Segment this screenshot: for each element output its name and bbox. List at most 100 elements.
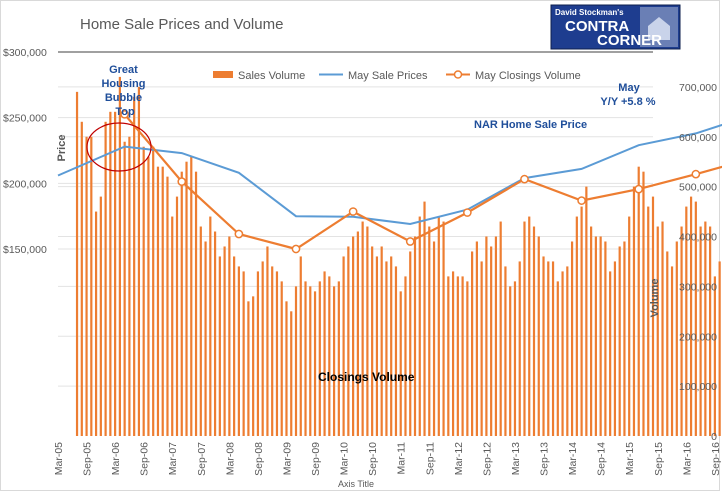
sales-volume-bar bbox=[523, 221, 526, 436]
left-tick-label: $250,000 bbox=[3, 113, 47, 125]
right-tick-label: 700,000 bbox=[679, 82, 717, 94]
may-closings-volume-point bbox=[634, 184, 644, 194]
sales-volume-bar bbox=[637, 166, 640, 437]
sales-volume-bar bbox=[547, 261, 550, 436]
sales-volume-bar bbox=[599, 236, 602, 436]
sales-volume-bar bbox=[194, 171, 198, 436]
sales-volume-bar bbox=[356, 231, 359, 436]
x-tick-label: Mar-05 bbox=[53, 442, 65, 475]
sales-volume-bar bbox=[480, 261, 483, 436]
sales-volume-bar bbox=[504, 266, 507, 436]
sales-volume-bar bbox=[99, 196, 102, 436]
sales-volume-bar bbox=[656, 226, 659, 436]
sales-volume-bar bbox=[204, 241, 207, 436]
sales-volume-bar bbox=[390, 256, 393, 436]
sales-volume-bar bbox=[532, 226, 536, 436]
sales-volume-bar bbox=[509, 286, 512, 436]
right-tick-label: 300,000 bbox=[679, 281, 717, 293]
sales-volume-bar bbox=[694, 201, 697, 436]
legend-label-may-closings-volume: May Closings Volume bbox=[475, 70, 581, 82]
sales-volume-bar bbox=[380, 246, 383, 436]
x-tick-label: Mar-08 bbox=[224, 442, 236, 475]
sales-volume-bar bbox=[604, 241, 607, 436]
x-tick-label: Mar-14 bbox=[567, 442, 579, 475]
sales-volume-bar bbox=[309, 286, 312, 436]
sales-volume-bar bbox=[432, 241, 436, 436]
sales-volume-bar bbox=[628, 216, 631, 436]
legend: Sales Volume May Sale Prices May Closing… bbox=[213, 70, 581, 82]
may-closings-volume-point bbox=[177, 177, 187, 186]
sales-volume-bar bbox=[223, 246, 226, 436]
sales-volume-bar bbox=[613, 261, 617, 436]
sales-volume-bar bbox=[304, 281, 307, 436]
x-tick-label: Sep-16 bbox=[710, 442, 722, 476]
x-tick-label: Sep-14 bbox=[596, 442, 608, 476]
logo-byline: David Stockman's bbox=[555, 8, 624, 17]
sales-volume-bar bbox=[513, 281, 517, 436]
sales-volume-bar bbox=[709, 226, 712, 436]
left-tick-label: $300,000 bbox=[3, 47, 47, 59]
logo-line1: CONTRA bbox=[565, 18, 629, 35]
sales-volume-bar bbox=[90, 136, 93, 436]
sales-volume-bar bbox=[318, 281, 321, 436]
sales-volume-bar bbox=[104, 121, 107, 436]
sales-volume-bar bbox=[323, 271, 326, 436]
sales-volume-bar bbox=[142, 146, 145, 436]
left-tick-label: $150,000 bbox=[3, 244, 47, 256]
sales-volume-bars bbox=[75, 76, 721, 437]
sales-volume-bar bbox=[147, 156, 150, 436]
sales-volume-bar bbox=[237, 266, 240, 436]
may-sale-prices-line bbox=[57, 123, 722, 226]
sales-volume-bar bbox=[85, 136, 88, 436]
may-closings-volume-line bbox=[123, 113, 722, 251]
sales-volume-bar bbox=[428, 226, 431, 436]
may-closings-volume-point bbox=[120, 109, 129, 119]
sales-volume-bar bbox=[466, 281, 469, 436]
legend-swatch-sales-volume bbox=[213, 71, 233, 78]
x-tick-label: Mar-16 bbox=[681, 442, 693, 475]
sales-volume-bar bbox=[437, 216, 440, 436]
sales-volume-bar bbox=[352, 236, 355, 436]
sales-volume-bar bbox=[275, 271, 279, 436]
sales-volume-bar bbox=[228, 236, 231, 436]
sales-volume-bar bbox=[594, 236, 597, 436]
x-tick-label: Mar-13 bbox=[510, 442, 522, 475]
sales-volume-bar bbox=[328, 276, 331, 436]
sales-volume-bar bbox=[371, 246, 374, 436]
sales-volume-bar bbox=[566, 266, 569, 436]
sales-volume-bar bbox=[171, 216, 174, 436]
x-tick-label: Mar-07 bbox=[167, 442, 179, 475]
x-tick-label: Mar-09 bbox=[282, 442, 294, 475]
right-tick-label: 100,000 bbox=[679, 381, 717, 393]
sales-volume-bar bbox=[114, 111, 117, 436]
sales-volume-bar bbox=[471, 251, 474, 436]
sales-volume-bar bbox=[418, 216, 421, 436]
sales-volume-bar bbox=[585, 186, 588, 436]
sales-volume-bar bbox=[161, 166, 164, 437]
sales-volume-bar bbox=[423, 201, 426, 436]
bubble-top-annotation: Great Housing Bubble Top bbox=[101, 64, 148, 118]
chart-title: Home Sale Prices and Volume bbox=[80, 16, 283, 33]
sales-volume-bar bbox=[152, 146, 155, 436]
sales-volume-bar bbox=[689, 196, 693, 436]
x-axis-ticks: Mar-05 Sep-05 Mar-06 Sep-06 Mar-07 Sep-07 Mar-… bbox=[53, 442, 722, 476]
may-closings-volume-point bbox=[348, 207, 358, 216]
sales-volume-bar bbox=[570, 241, 574, 436]
sales-volume-bar bbox=[713, 276, 716, 436]
sales-volume-bar bbox=[209, 216, 212, 436]
legend-marker-may-closings-volume bbox=[453, 70, 463, 79]
sales-volume-bar bbox=[518, 261, 521, 436]
sales-volume-bar bbox=[109, 111, 112, 436]
sales-volume-bar bbox=[347, 246, 350, 436]
right-tick-label: 500,000 bbox=[679, 182, 717, 194]
sales-volume-bar bbox=[128, 136, 131, 436]
sales-volume-bar bbox=[485, 236, 488, 436]
contra-corner-logo: David Stockman's CONTRA CORNER bbox=[550, 4, 681, 50]
sales-volume-bar bbox=[442, 221, 445, 436]
sales-volume-bar bbox=[271, 266, 274, 436]
legend-label-sales-volume: Sales Volume bbox=[238, 70, 305, 82]
left-tick-label: $200,000 bbox=[3, 178, 47, 190]
right-tick-label: 0 bbox=[711, 431, 717, 443]
sales-volume-bar bbox=[542, 256, 545, 436]
